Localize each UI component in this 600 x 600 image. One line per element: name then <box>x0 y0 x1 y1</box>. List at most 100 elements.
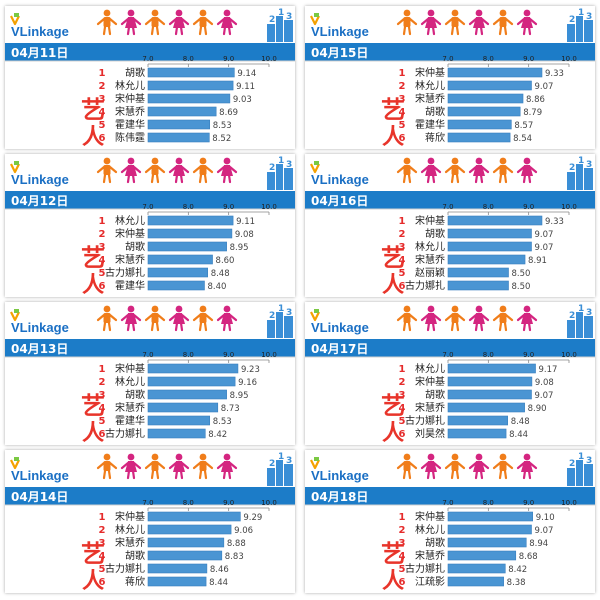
x-tick-label: 7.0 <box>442 55 453 63</box>
vlinkage-logo-icon <box>310 13 320 26</box>
artist-name: 林允儿 <box>415 362 445 375</box>
ranking-panel: VLinkage 2 1 3 04月17日 7.0 8.0 9.0 10.0 艺人 1 林允儿 9.17… <box>305 302 595 445</box>
art-character-mark-icon: 艺人 <box>81 244 105 297</box>
x-tick-label: 7.0 <box>142 55 153 63</box>
score-bar <box>447 80 532 91</box>
date-header <box>5 487 295 505</box>
svg-text:3: 3 <box>586 308 592 318</box>
figure-row <box>96 305 238 332</box>
score-bar <box>447 132 511 143</box>
person-figure-icon <box>468 305 490 332</box>
score-bar <box>147 93 231 104</box>
vlinkage-logo-icon <box>310 309 320 322</box>
score-label: 8.42 <box>508 565 527 575</box>
ranking-panel: VLinkage 2 1 3 04月18日 7.0 8.0 9.0 10.0 艺人 1 宋仲基 9.10… <box>305 450 595 593</box>
score-label: 8.48 <box>511 417 530 427</box>
rank-number: 6 <box>99 577 106 588</box>
person-figure-icon <box>192 453 214 480</box>
rank-number: 4 <box>399 551 406 562</box>
ranking-panel: VLinkage 2 1 3 04月13日 7.0 8.0 9.0 10.0 艺人 1 宋仲基 9.23… <box>5 302 295 445</box>
brand-name: VLinkage <box>11 320 69 335</box>
rank-number: 2 <box>399 229 406 240</box>
person-figure-icon <box>216 305 238 332</box>
figure-row <box>396 453 538 480</box>
svg-text:2: 2 <box>569 163 575 173</box>
date-tab <box>305 487 377 505</box>
score-bar <box>447 119 512 130</box>
artist-name: 古力娜扎 <box>105 266 145 279</box>
artist-name: 宋仲基 <box>115 362 145 375</box>
person-figure-icon <box>492 453 514 480</box>
x-tick-label: 7.0 <box>442 499 453 507</box>
person-figure-icon <box>96 157 118 184</box>
person-figure-icon <box>216 453 238 480</box>
score-bar <box>447 576 504 587</box>
skyline-icon: 21 3 <box>267 452 293 486</box>
artist-name: 胡歌 <box>425 536 445 549</box>
ranking-panel: VLinkage 2 1 3 04月12日 7.0 8.0 9.0 10.0 艺人 1 林允儿 9.11… <box>5 154 295 297</box>
rank-number: 1 <box>99 512 106 523</box>
svg-text:人: 人 <box>82 273 104 297</box>
svg-text:人: 人 <box>382 273 404 297</box>
date-tab <box>5 191 77 209</box>
score-label: 9.03 <box>233 95 252 105</box>
artist-name: 宋仲基 <box>415 214 445 227</box>
score-label: 8.52 <box>212 134 231 144</box>
score-label: 9.33 <box>545 69 564 79</box>
artist-name: 宋慧乔 <box>115 401 145 414</box>
score-label: 8.38 <box>507 578 526 588</box>
artist-name: 古力娜扎 <box>105 562 145 575</box>
brand-name: VLinkage <box>311 24 369 39</box>
brand-name: VLinkage <box>311 172 369 187</box>
score-bar <box>447 363 536 374</box>
svg-text:艺: 艺 <box>381 392 405 420</box>
date-tab <box>5 339 77 357</box>
x-tick-label: 9.0 <box>223 499 234 507</box>
score-label: 9.16 <box>238 378 257 388</box>
score-label: 9.07 <box>534 391 553 401</box>
svg-text:1: 1 <box>278 452 284 462</box>
artist-name: 霍建华 <box>415 118 445 131</box>
score-bar <box>447 267 509 278</box>
figure-row <box>96 9 238 36</box>
score-label: 8.83 <box>225 552 244 562</box>
artist-name: 蒋欣 <box>125 575 145 588</box>
artist-name: 古力娜扎 <box>405 279 445 292</box>
artist-name: 古力娜扎 <box>105 427 145 440</box>
person-figure-icon <box>516 453 538 480</box>
artist-name: 宋仲基 <box>115 227 145 240</box>
person-figure-icon <box>192 9 214 36</box>
x-tick-label: 8.0 <box>483 499 494 507</box>
rank-number: 3 <box>399 390 406 401</box>
score-bar <box>147 576 207 587</box>
x-tick-label: 10.0 <box>561 351 577 359</box>
person-figure-icon <box>468 9 490 36</box>
artist-name: 林允儿 <box>115 523 145 536</box>
svg-text:3: 3 <box>286 456 292 466</box>
score-label: 8.90 <box>528 404 547 414</box>
date-tab <box>305 339 377 357</box>
rank-number: 4 <box>99 255 106 266</box>
score-label: 8.53 <box>213 121 232 131</box>
score-label: 8.79 <box>523 108 542 118</box>
rank-number: 4 <box>99 107 106 118</box>
date-tab <box>305 191 377 209</box>
score-bar <box>447 241 532 252</box>
x-tick-label: 9.0 <box>523 351 534 359</box>
person-figure-icon <box>492 9 514 36</box>
rank-number: 1 <box>99 68 106 79</box>
x-tick-label: 9.0 <box>223 203 234 211</box>
rank-number: 3 <box>99 538 106 549</box>
rank-number: 2 <box>399 525 406 536</box>
svg-text:2: 2 <box>569 15 575 25</box>
person-figure-icon <box>420 453 442 480</box>
rank-number: 5 <box>99 416 106 427</box>
artist-name: 宋仲基 <box>415 375 445 388</box>
rank-number: 6 <box>99 281 106 292</box>
rank-number: 5 <box>399 416 406 427</box>
